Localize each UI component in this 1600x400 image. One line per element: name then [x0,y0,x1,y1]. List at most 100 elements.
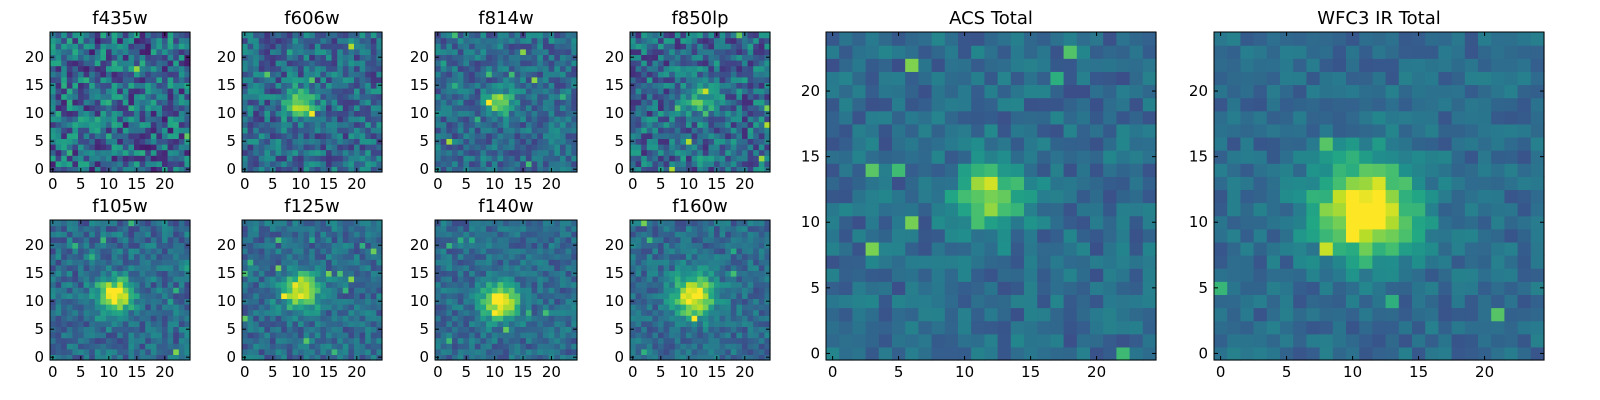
heatmap-cell [337,32,344,39]
heatmap-cell [719,82,726,89]
heatmap-cell [94,43,101,50]
heatmap-cell [145,270,152,277]
heatmap-cell [702,149,709,156]
heatmap-cell [359,43,366,50]
heatmap-cell [275,104,282,111]
heatmap-cell [571,88,578,95]
heatmap-cell [162,60,169,67]
heatmap-cell [730,149,737,156]
heatmap-cell [525,32,533,39]
heatmap-cell [122,65,129,72]
heatmap-cell [565,43,572,50]
heatmap-cell [94,320,101,327]
heatmap-cell [162,276,169,283]
heatmap-cell [117,309,124,316]
heatmap-cell [452,231,459,238]
heatmap-cell [469,248,476,255]
heatmap-cell [525,326,533,333]
heatmap-cell [309,76,316,83]
heatmap-cell [258,298,265,305]
heatmap-cell [111,32,118,39]
heatmap-cell [72,287,79,294]
heatmap-cell [331,253,338,260]
heatmap-cell [286,132,293,139]
heatmap-cell [686,65,693,72]
heatmap-cell [559,65,567,72]
heatmap-cell [72,276,79,283]
heatmap-cell [730,104,737,111]
heatmap-cell [497,155,504,162]
heatmap-cell [686,48,693,55]
heatmap-cell [365,110,372,117]
heatmap-cell [503,332,510,339]
heatmap-cell [474,37,482,44]
heatmap-cell [652,166,659,173]
heatmap-cell [376,127,383,134]
heatmap-cell [730,138,737,145]
heatmap-cell [184,71,191,78]
heatmap-cell [520,37,527,44]
heatmap-cell [178,337,185,344]
heatmap-cell [691,326,698,333]
heatmap-cell [247,60,254,67]
heatmap-cell [753,149,760,156]
heatmap-cell [480,149,487,156]
heatmap-cell [730,144,737,151]
heatmap-cell [697,76,704,83]
heatmap-cell [486,76,493,83]
heatmap-cell [457,54,464,61]
heatmap-cell [697,326,704,333]
heatmap-cell [486,93,493,100]
heatmap-cell [497,231,504,238]
heatmap-cell [658,298,665,305]
heatmap-cell [440,287,447,294]
heatmap-cell [83,65,90,72]
heatmap-cell [435,121,442,128]
heatmap-cell [452,110,459,117]
heatmap-cell [242,225,249,232]
heatmap-cell [117,354,124,361]
heatmap-cell [94,99,101,106]
heatmap-cell [298,116,305,123]
heatmap-cell [128,354,135,361]
heatmap-cell [446,71,453,78]
heatmap-cell [270,149,277,156]
heatmap-cell [139,43,146,50]
heatmap-cell [469,43,476,50]
heatmap-cell [758,348,765,355]
heatmap-cell [508,149,516,156]
heatmap-cell [139,236,146,243]
heatmap-cell [72,242,79,249]
heatmap-cell [292,242,299,249]
heatmap-cell [337,231,344,238]
heatmap-cell [331,259,338,266]
heatmap-cell [342,37,349,44]
heatmap-cell [548,292,555,299]
heatmap-cell [702,155,709,162]
heatmap-cell [292,110,299,117]
heatmap-cell [66,93,73,100]
heatmap-cell [435,88,442,95]
heatmap-cell [156,71,163,78]
heatmap-cell [457,315,464,322]
heatmap-cell [55,348,62,355]
heatmap-cell [452,54,459,61]
heatmap-cell [72,110,79,117]
heatmap-cell [128,264,135,271]
heatmap-cell [354,82,361,89]
heatmap-cell [491,48,499,55]
heatmap-cell [128,76,135,83]
heatmap-cell [281,326,288,333]
heatmap-cell [100,76,107,83]
heatmap-cell [652,121,659,128]
heatmap-cell [663,354,670,361]
heatmap-cell [342,60,349,67]
heatmap-cell [658,60,665,67]
heatmap-cell [106,264,113,271]
heatmap-cell [708,281,715,288]
heatmap-cell [457,121,464,128]
heatmap-cell [117,32,124,39]
heatmap-cell [55,309,62,316]
heatmap-cell [646,149,653,156]
heatmap-cell [359,116,366,123]
